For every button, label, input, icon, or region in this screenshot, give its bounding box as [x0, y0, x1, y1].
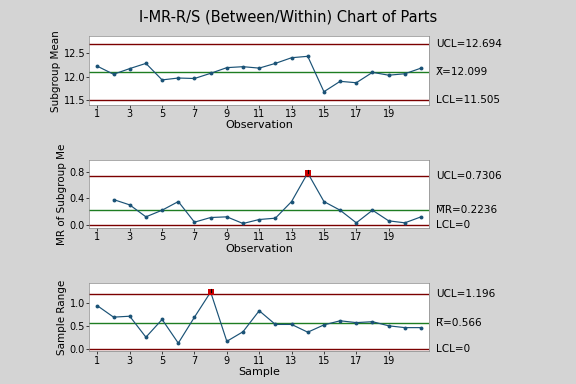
Y-axis label: Sample Range: Sample Range — [57, 280, 67, 355]
Text: LCL=11.505: LCL=11.505 — [436, 95, 500, 105]
Text: R̅=0.566: R̅=0.566 — [436, 318, 482, 328]
X-axis label: Sample: Sample — [238, 367, 280, 377]
Text: LCL=0: LCL=0 — [436, 344, 470, 354]
Text: LCL=0: LCL=0 — [436, 220, 470, 230]
Text: UCL=12.694: UCL=12.694 — [436, 39, 502, 49]
Y-axis label: Subgroup Mean: Subgroup Mean — [51, 30, 60, 112]
Text: UCL=0.7306: UCL=0.7306 — [436, 171, 502, 181]
Text: M̅R=0.2236: M̅R=0.2236 — [436, 205, 497, 215]
X-axis label: Observation: Observation — [225, 244, 293, 254]
Y-axis label: MR of Subgroup Me: MR of Subgroup Me — [57, 143, 67, 245]
X-axis label: Observation: Observation — [225, 121, 293, 131]
Text: I-MR-R/S (Between/Within) Chart of Parts: I-MR-R/S (Between/Within) Chart of Parts — [139, 10, 437, 25]
Text: X̅=12.099: X̅=12.099 — [436, 67, 488, 77]
Text: UCL=1.196: UCL=1.196 — [436, 290, 495, 300]
